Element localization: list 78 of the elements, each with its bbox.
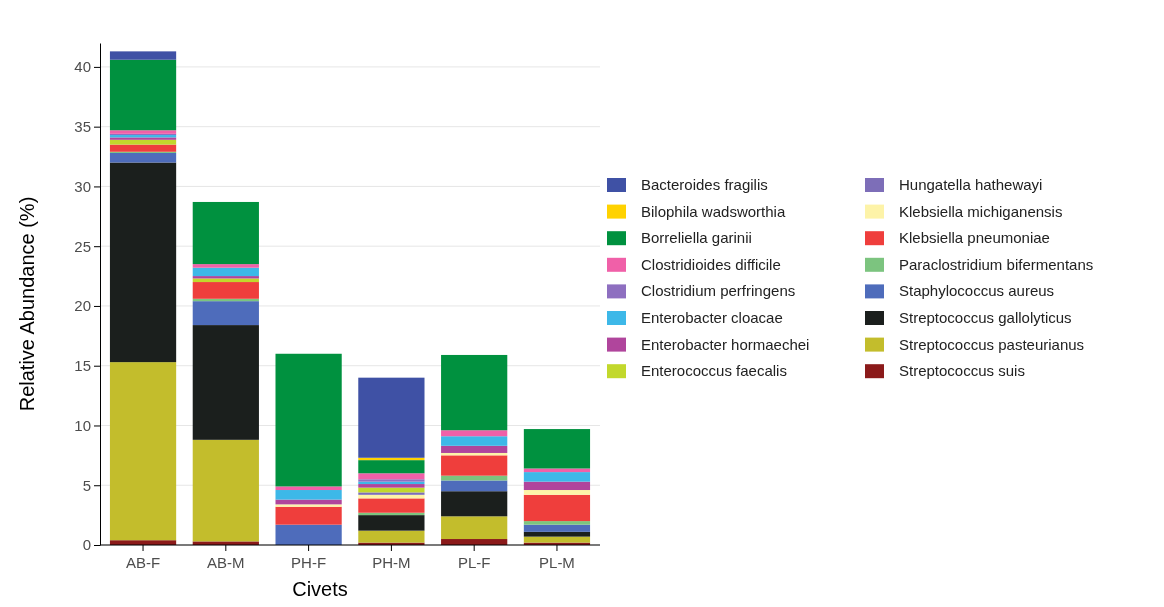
- bar: [441, 480, 508, 492]
- bar: [109, 362, 177, 541]
- bar: [275, 490, 342, 500]
- legend-label: Paraclostridium bifermentans: [899, 255, 1094, 273]
- legend-label: Enterobacter cloacae: [641, 309, 783, 326]
- y-tick-label: 5: [82, 476, 91, 494]
- bar: [441, 445, 508, 453]
- x-axis-title: Civets: [292, 578, 348, 600]
- bar: [523, 472, 591, 482]
- bar: [523, 481, 591, 491]
- bar: [109, 139, 177, 145]
- bar: [441, 436, 508, 446]
- legend-label: Bilophila wadsworthia: [641, 202, 786, 220]
- bar: [441, 491, 508, 517]
- x-tick-label: PL-M: [539, 553, 575, 571]
- y-tick-label: 0: [82, 536, 91, 554]
- legend-label: Clostridium perfringens: [641, 282, 796, 300]
- bar: [109, 59, 177, 131]
- legend-label: Klebsiella michiganensis: [899, 202, 1063, 220]
- legend-label: Streptococcus suis: [899, 362, 1025, 380]
- y-tick-label: 30: [74, 177, 91, 195]
- bar: [192, 439, 259, 542]
- legend-label: Streptococcus gallolyticus: [899, 309, 1072, 326]
- bar: [275, 504, 342, 507]
- bar: [523, 490, 591, 495]
- bar: [275, 486, 342, 491]
- x-tick-label: AB-F: [125, 553, 161, 571]
- bar: [523, 494, 591, 522]
- bar: [523, 521, 591, 525]
- x-tick-label: PH-F: [291, 553, 327, 571]
- bar: [275, 506, 342, 525]
- bar: [358, 530, 425, 543]
- bar: [441, 455, 508, 476]
- bar: [441, 354, 508, 431]
- bar: [275, 524, 342, 545]
- legend-label: Staphylococcus aureus: [899, 282, 1055, 300]
- bar: [358, 492, 425, 495]
- x-tick-label: PL-F: [457, 553, 491, 571]
- bar: [109, 144, 177, 152]
- bar: [192, 264, 259, 268]
- bar: [192, 301, 259, 326]
- bar: [358, 473, 425, 480]
- legend-label: Streptococcus pasteurianus: [899, 335, 1085, 353]
- bar: [109, 152, 177, 163]
- bar: [523, 429, 591, 469]
- y-tick-label: 35: [74, 117, 91, 135]
- x-tick-label: PH-M: [372, 553, 411, 571]
- legend-label: Enterococcus faecalis: [641, 362, 787, 380]
- y-tick-label: 15: [74, 357, 91, 375]
- legend-label: Enterobacter hormaechei: [641, 335, 810, 353]
- bar: [275, 353, 342, 487]
- y-tick-label: 10: [74, 416, 91, 434]
- bar: [192, 282, 259, 299]
- legend-label: Klebsiella pneumoniae: [899, 229, 1050, 247]
- legend-label: Hungatella hathewayi: [899, 176, 1043, 193]
- bar: [192, 278, 259, 283]
- bar: [441, 430, 508, 437]
- bar: [358, 515, 425, 531]
- bar: [109, 162, 177, 363]
- legend-label: Borreliella garinii: [641, 229, 752, 247]
- bar: [192, 325, 259, 440]
- bar: [523, 536, 591, 543]
- y-axis-title: Relative Abundance (%): [16, 196, 38, 412]
- bar: [192, 201, 259, 265]
- bar: [192, 267, 259, 277]
- bar: [523, 524, 591, 532]
- y-tick-label: 20: [74, 297, 91, 315]
- legend-label: Bacteroides fragilis: [641, 176, 768, 193]
- legend-label: Clostridioides difficile: [641, 255, 781, 273]
- bar: [523, 531, 591, 537]
- bar: [358, 377, 425, 458]
- bar: [109, 51, 177, 60]
- bar: [358, 460, 425, 474]
- y-tick-label: 25: [74, 237, 91, 255]
- y-tick-label: 40: [74, 58, 91, 76]
- x-tick-label: AB-M: [207, 553, 245, 571]
- bar: [358, 498, 425, 513]
- bar: [441, 516, 508, 540]
